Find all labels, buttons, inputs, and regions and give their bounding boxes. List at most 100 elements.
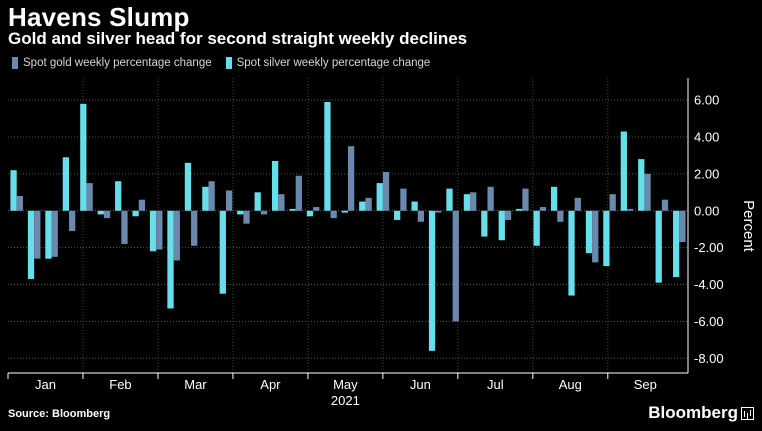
- bar-gold: [138, 199, 146, 211]
- x-tick-label: Jan: [35, 377, 56, 392]
- bar-silver: [533, 210, 540, 246]
- y-tick-label: -4.00: [694, 277, 724, 292]
- bar-silver: [10, 170, 17, 211]
- bar-gold: [452, 210, 459, 322]
- x-tick-label: Aug: [559, 377, 582, 392]
- bar-gold: [278, 194, 285, 211]
- bar-silver: [359, 201, 366, 211]
- bar-gold: [34, 210, 41, 259]
- bar-silver: [167, 210, 174, 309]
- bar-gold: [365, 197, 372, 211]
- bar-gold: [208, 181, 215, 211]
- bar-silver: [237, 210, 244, 215]
- bar-gold: [313, 207, 320, 211]
- bar-silver: [115, 181, 122, 211]
- brand-logo: Bloomberg: [648, 403, 754, 423]
- bar-silver: [550, 186, 558, 211]
- bar-silver: [45, 210, 52, 259]
- bar-gold: [679, 210, 686, 243]
- legend-swatch-silver: [225, 57, 232, 69]
- bar-gold: [16, 196, 23, 211]
- bar-gold: [103, 210, 111, 219]
- bar-silver: [394, 210, 401, 220]
- bar-silver: [202, 186, 209, 211]
- chart-subtitle: Gold and silver head for second straight…: [8, 29, 468, 48]
- bar-silver: [271, 160, 279, 211]
- bar-silver: [324, 101, 331, 211]
- x-tick-label: Apr: [260, 377, 281, 392]
- legend: Spot gold weekly percentage change Spot …: [12, 57, 444, 69]
- bar-gold: [557, 210, 564, 222]
- bar-silver: [585, 210, 593, 254]
- x-tick-label: Sep: [634, 377, 657, 392]
- bar-silver: [62, 157, 70, 211]
- bar-silver: [673, 210, 680, 278]
- legend-swatch-gold: [12, 57, 18, 69]
- bar-silver: [463, 194, 471, 211]
- x-tick-label: Jul: [487, 377, 504, 392]
- y-tick-label: -8.00: [694, 351, 724, 366]
- y-tick-label: 6.00: [694, 93, 719, 108]
- x-tick-label: Jun: [410, 377, 431, 392]
- bar-silver: [80, 103, 87, 211]
- x-tick-label: Mar: [184, 377, 207, 392]
- bar-gold: [626, 208, 634, 211]
- bar-gold: [260, 210, 268, 215]
- bar-gold: [435, 210, 442, 213]
- bar-gold: [330, 210, 337, 219]
- bar-gold: [348, 146, 355, 211]
- bar-gold: [69, 210, 76, 232]
- bar-silver: [306, 210, 314, 217]
- bar-silver: [516, 208, 523, 211]
- bar-gold: [295, 175, 302, 211]
- bar-silver: [27, 210, 35, 279]
- bar-silver: [132, 210, 139, 217]
- bar-silver: [341, 210, 348, 213]
- y-tick-label: -6.00: [694, 314, 724, 329]
- x-tick-label: May: [333, 377, 358, 392]
- source-note: Source: Bloomberg: [8, 408, 111, 420]
- bar-gold: [522, 188, 529, 211]
- y-tick-label: 4.00: [694, 130, 719, 145]
- legend-item-gold: Spot gold weekly percentage change: [12, 57, 212, 69]
- bar-silver: [149, 210, 157, 252]
- bar-silver: [428, 210, 436, 351]
- bar-silver: [568, 210, 575, 296]
- chart-title: Havens Slump: [8, 2, 190, 32]
- bar-gold: [191, 210, 198, 246]
- bar-gold: [173, 210, 180, 261]
- bar-gold: [417, 210, 425, 222]
- x-tick-label: Feb: [109, 377, 131, 392]
- bar-gold: [592, 210, 599, 263]
- bar-silver: [638, 159, 645, 211]
- y-tick-label: 2.00: [694, 166, 719, 181]
- bar-silver: [481, 210, 488, 237]
- bar-silver: [655, 210, 662, 283]
- bar-gold: [661, 199, 669, 211]
- bar-gold: [644, 173, 651, 211]
- bar-silver: [254, 192, 261, 211]
- x-year-label: 2021: [331, 393, 360, 408]
- bar-silver: [289, 208, 296, 211]
- bar-silver: [620, 131, 627, 211]
- y-tick-label: -2.00: [694, 240, 724, 255]
- legend-label-silver: Spot silver weekly percentage change: [236, 57, 431, 69]
- bar-gold: [504, 210, 512, 220]
- terminal-icon: [741, 406, 754, 420]
- y-axis-title: Percent: [740, 200, 757, 253]
- bar-silver: [603, 210, 610, 267]
- bar-gold: [86, 183, 93, 211]
- bar-gold: [609, 194, 616, 211]
- bar-silver: [97, 210, 104, 215]
- bar-gold: [382, 172, 390, 211]
- bar-silver: [411, 201, 418, 211]
- bar-gold: [574, 197, 581, 211]
- bar-gold: [470, 192, 477, 211]
- bar-gold: [400, 188, 407, 211]
- bar-silver: [446, 188, 453, 211]
- bar-gold: [225, 190, 233, 211]
- bar-gold: [487, 186, 494, 211]
- legend-label-gold: Spot gold weekly percentage change: [23, 57, 212, 69]
- brand-name: Bloomberg: [648, 403, 738, 422]
